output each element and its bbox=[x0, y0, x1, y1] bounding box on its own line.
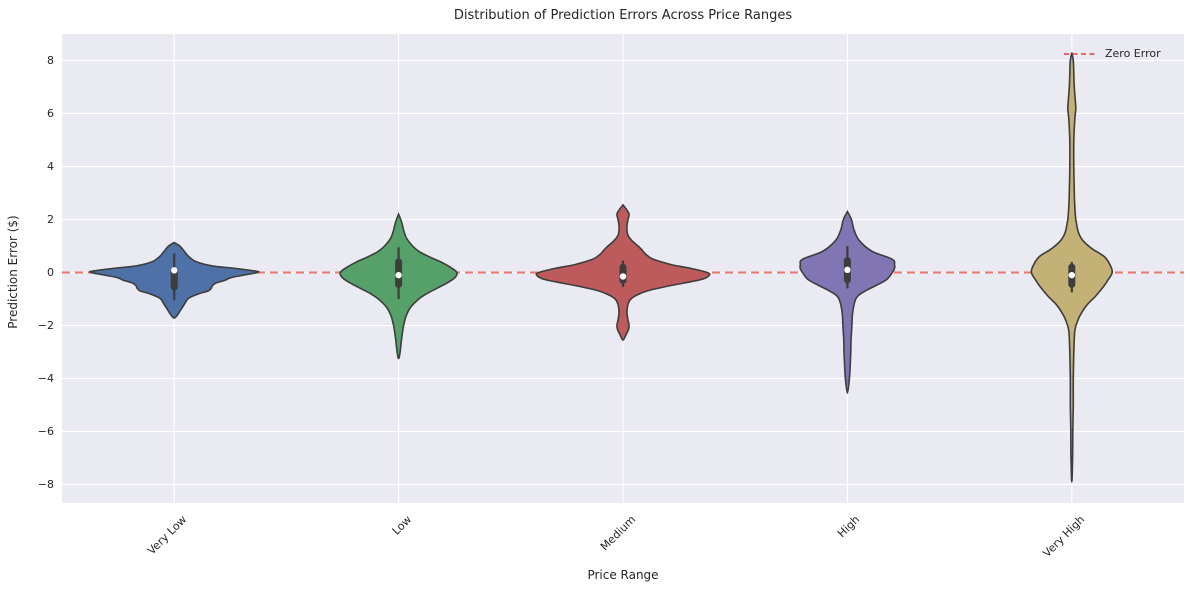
y-tick-label: −6 bbox=[37, 424, 54, 438]
y-tick-label: −2 bbox=[37, 318, 54, 332]
median-dot bbox=[619, 273, 627, 280]
violin-very-low[interactable] bbox=[88, 241, 260, 319]
legend: Zero Error bbox=[1064, 47, 1161, 60]
violin-body[interactable] bbox=[799, 209, 896, 394]
y-tick-label: 8 bbox=[47, 53, 54, 67]
x-axis-label: Price Range bbox=[587, 568, 659, 582]
violin-medium[interactable] bbox=[535, 203, 711, 341]
median-dot bbox=[844, 266, 851, 274]
y-tick-label: −8 bbox=[37, 477, 54, 491]
median-dot bbox=[395, 271, 402, 279]
violin-very-high[interactable] bbox=[1030, 52, 1114, 483]
median-dot bbox=[1068, 271, 1076, 279]
y-tick-label: 0 bbox=[47, 265, 54, 279]
zero-error-line-sample bbox=[1064, 52, 1098, 55]
chart-title: Distribution of Prediction Errors Across… bbox=[453, 8, 793, 23]
y-tick-label: 6 bbox=[47, 106, 54, 120]
median-dot bbox=[171, 267, 178, 274]
legend-label: Zero Error bbox=[1105, 47, 1161, 60]
y-tick-label: 2 bbox=[47, 212, 54, 226]
y-tick-label: 4 bbox=[47, 159, 54, 173]
y-tick-label: −4 bbox=[37, 371, 54, 385]
violin-high[interactable] bbox=[799, 209, 896, 394]
violin-low[interactable] bbox=[339, 211, 458, 360]
